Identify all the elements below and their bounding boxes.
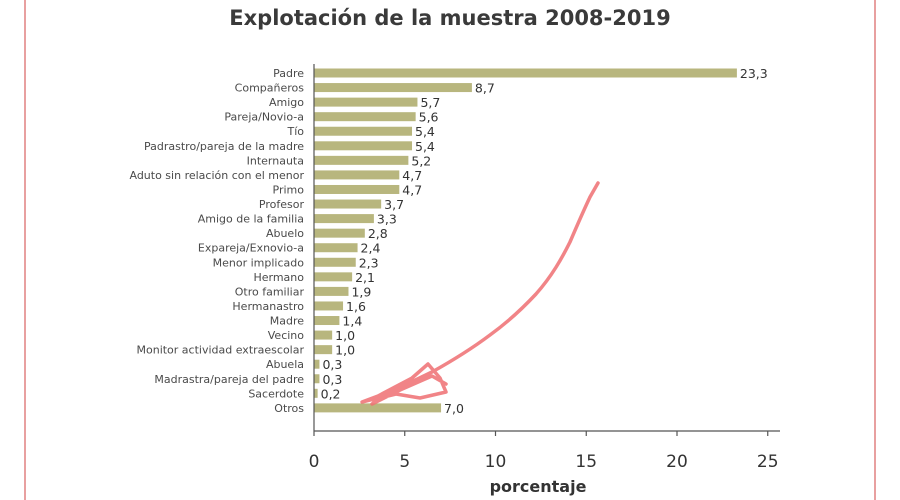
category-label: Profesor — [259, 198, 305, 211]
chart-title: Explotación de la muestra 2008-2019 — [229, 6, 671, 30]
category-label: Padrastro/pareja de la madre — [144, 140, 304, 153]
category-label: Tío — [286, 125, 304, 138]
x-tick-label: 20 — [666, 452, 688, 472]
bar — [314, 243, 358, 253]
value-label: 3,7 — [384, 197, 404, 212]
bar — [314, 301, 344, 311]
category-label: Otros — [274, 402, 304, 415]
value-label: 5,4 — [415, 124, 435, 139]
value-label: 2,8 — [368, 226, 388, 241]
value-label: 2,4 — [361, 241, 381, 256]
bar — [314, 184, 400, 194]
category-label: Padre — [273, 67, 304, 80]
category-label: Madrastra/pareja del padre — [154, 373, 304, 386]
x-axis-title: porcentaje — [490, 477, 587, 496]
bar — [314, 68, 737, 78]
category-label: Madre — [270, 315, 304, 328]
category-label: Hermanastro — [232, 300, 304, 313]
x-tick-label: 15 — [575, 452, 597, 472]
value-label: 23,3 — [740, 66, 768, 81]
category-label: Monitor actividad extraescolar — [137, 344, 305, 357]
bar — [314, 388, 318, 398]
x-tick-label: 10 — [485, 452, 507, 472]
handwritten-annotation — [360, 181, 600, 406]
value-label: 3,3 — [377, 212, 397, 227]
value-label: 8,7 — [475, 81, 495, 96]
value-label: 0,3 — [322, 372, 342, 387]
bars-layer: Padre 23,3 Compañeros 8,7 Amigo 5,7 Pareja/Nov… — [129, 66, 767, 416]
bar — [314, 359, 320, 369]
bar — [314, 286, 349, 296]
bar — [314, 170, 400, 180]
value-label: 1,9 — [351, 284, 371, 299]
category-label: Otro familiar — [235, 285, 305, 298]
bar — [314, 228, 365, 238]
x-axis: 0 5 10 15 20 25 — [309, 64, 780, 472]
category-label: Primo — [273, 183, 305, 196]
category-label: Abuelo — [266, 227, 304, 240]
category-label: Hermano — [253, 271, 304, 284]
value-label: 5,4 — [415, 139, 435, 154]
bar — [314, 257, 356, 267]
value-label: 5,2 — [411, 153, 431, 168]
x-tick-label: 0 — [309, 452, 320, 472]
value-label: 0,2 — [321, 386, 341, 401]
value-label: 5,7 — [420, 95, 440, 110]
page-frame-right — [874, 0, 876, 500]
bar — [314, 126, 413, 136]
value-label: 1,6 — [346, 299, 366, 314]
bar — [314, 141, 413, 151]
category-label: Amigo — [269, 96, 304, 109]
category-label: Aduto sin relación con el menor — [129, 169, 304, 182]
category-label: Menor implicado — [213, 256, 305, 269]
bar — [314, 316, 340, 326]
bar — [314, 155, 409, 165]
category-label: Pareja/Novio-a — [224, 111, 304, 124]
category-label: Abuela — [266, 358, 304, 371]
bar — [314, 272, 353, 282]
value-label: 2,3 — [359, 255, 379, 270]
value-label: 7,0 — [444, 401, 464, 416]
bar — [314, 97, 418, 107]
value-label: 5,6 — [419, 110, 439, 125]
value-label: 2,1 — [355, 270, 375, 285]
bar — [314, 199, 382, 209]
value-label: 1,4 — [342, 314, 362, 329]
category-label: Expareja/Exnovio-a — [198, 242, 304, 255]
x-tick-label: 5 — [399, 452, 410, 472]
value-label: 4,7 — [402, 168, 422, 183]
category-label: Compañeros — [235, 82, 305, 95]
bar — [314, 83, 472, 93]
bar — [314, 403, 442, 413]
bar — [314, 214, 374, 224]
bar — [314, 374, 320, 384]
page-frame-left — [24, 0, 26, 500]
bar — [314, 330, 333, 340]
bar — [314, 112, 416, 122]
bar — [314, 345, 333, 355]
category-label: Vecino — [268, 329, 305, 342]
x-tick-label: 25 — [757, 452, 779, 472]
value-label: 0,3 — [322, 357, 342, 372]
category-label: Amigo de la familia — [198, 213, 304, 226]
value-label: 1,0 — [335, 328, 355, 343]
category-label: Internauta — [247, 154, 304, 167]
value-label: 1,0 — [335, 343, 355, 358]
category-label: Sacerdote — [248, 387, 304, 400]
value-label: 4,7 — [402, 182, 422, 197]
